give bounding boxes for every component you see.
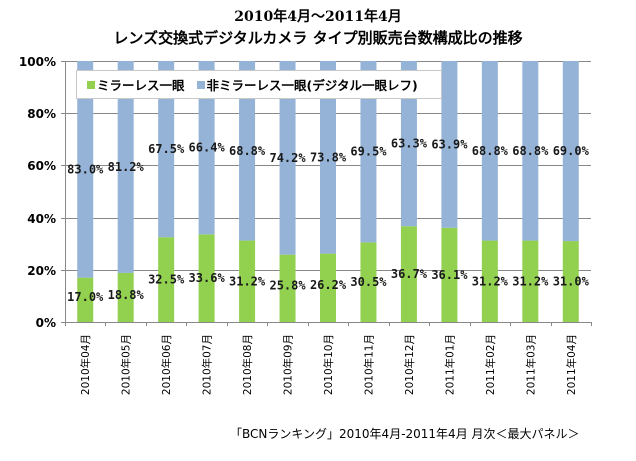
bar-dslr xyxy=(239,61,256,241)
bar-mirrorless xyxy=(158,237,175,322)
data-label-dslr: 63.3% xyxy=(391,137,428,151)
data-label-mirrorless: 33.6% xyxy=(189,271,226,285)
data-label-dslr: 63.9% xyxy=(431,137,468,151)
data-label-mirrorless: 36.7% xyxy=(391,267,428,281)
data-label-dslr: 66.4% xyxy=(189,141,226,155)
y-tick-label: 20% xyxy=(27,264,56,278)
bar-mirrorless xyxy=(320,253,336,322)
x-tick-label: 2010年05月 xyxy=(120,334,133,395)
x-tick-label: 2010年10月 xyxy=(322,334,335,395)
y-tick-label: 40% xyxy=(27,212,56,226)
bar-dslr xyxy=(360,61,377,243)
y-tick-label: 100% xyxy=(19,55,56,69)
bar-mirrorless xyxy=(522,240,539,322)
data-label-dslr: 74.2% xyxy=(269,151,306,165)
bar-dslr xyxy=(562,61,579,242)
bar-dslr xyxy=(522,61,539,241)
x-tick-label: 2011年02月 xyxy=(484,334,497,395)
bar-mirrorless xyxy=(562,241,579,322)
bar-dslr xyxy=(279,61,296,255)
data-label-dslr: 67.5% xyxy=(148,142,185,156)
bar-dslr xyxy=(400,61,417,227)
x-tick-label: 2010年12月 xyxy=(403,334,416,395)
bar-dslr xyxy=(481,61,498,241)
y-tick-label: 0% xyxy=(36,316,56,330)
bar-mirrorless xyxy=(77,277,94,322)
bar-dslr xyxy=(77,61,94,278)
legend-swatch-mirrorless xyxy=(87,80,95,89)
bar-mirrorless xyxy=(117,272,134,322)
data-label-mirrorless: 26.2% xyxy=(310,278,347,292)
chart-legend: ミラーレス一眼 非ミラーレス一眼(デジタル一眼レフ) xyxy=(76,70,442,99)
legend-label-mirrorless: ミラーレス一眼 xyxy=(97,78,185,93)
data-label-mirrorless: 25.8% xyxy=(269,279,306,293)
bar-dslr xyxy=(441,61,458,228)
x-tick-label: 2010年06月 xyxy=(160,334,173,395)
data-label-dslr: 68.8% xyxy=(229,144,266,158)
bar-mirrorless xyxy=(279,254,296,322)
legend-swatch-dslr xyxy=(196,80,205,89)
x-tick-label: 2011年03月 xyxy=(524,334,537,395)
data-label-mirrorless: 30.5% xyxy=(350,275,387,289)
bar-mirrorless xyxy=(198,234,215,322)
bar-dslr xyxy=(117,61,134,273)
data-label-mirrorless: 18.8% xyxy=(108,288,145,302)
legend-item-mirrorless: ミラーレス一眼 xyxy=(87,75,185,94)
x-tick-label: 2011年04月 xyxy=(565,334,578,395)
data-label-mirrorless: 31.2% xyxy=(229,274,266,288)
x-tick-label: 2010年04月 xyxy=(79,334,92,395)
x-tick-label: 2010年09月 xyxy=(282,334,295,395)
legend-item-dslr: 非ミラーレス一眼(デジタル一眼レフ) xyxy=(196,75,418,94)
source-note: 「BCNランキング」2010年4月-2011年4月 月次＜最大パネル＞ xyxy=(230,427,580,441)
data-label-mirrorless: 32.5% xyxy=(148,273,185,287)
data-label-mirrorless: 36.1% xyxy=(431,268,468,282)
data-label-dslr: 68.8% xyxy=(512,144,549,158)
data-label-dslr: 81.2% xyxy=(108,160,145,174)
data-label-mirrorless: 17.0% xyxy=(67,290,104,304)
data-label-dslr: 69.0% xyxy=(553,144,590,158)
bar-mirrorless xyxy=(239,240,256,322)
y-tick-label: 80% xyxy=(27,107,56,121)
y-tick-label: 60% xyxy=(27,159,56,173)
data-label-mirrorless: 31.0% xyxy=(553,275,590,289)
data-label-dslr: 68.8% xyxy=(472,144,509,158)
chart-title: 2010年4月～2011年4月 xyxy=(234,9,402,25)
bar-mirrorless xyxy=(481,240,498,322)
bar-mirrorless xyxy=(400,226,417,322)
data-label-dslr: 83.0% xyxy=(67,162,104,176)
bar-mirrorless xyxy=(441,227,458,322)
bar-dslr xyxy=(320,61,336,254)
data-label-dslr: 73.8% xyxy=(310,150,347,164)
x-tick-label: 2010年11月 xyxy=(362,334,375,395)
bar-dslr xyxy=(198,61,215,235)
data-label-mirrorless: 31.2% xyxy=(472,274,509,288)
x-tick-label: 2010年08月 xyxy=(241,334,254,395)
data-label-mirrorless: 31.2% xyxy=(512,274,549,288)
bar-mirrorless xyxy=(360,242,377,322)
x-tick-label: 2010年07月 xyxy=(201,334,214,395)
x-tick-label: 2011年01月 xyxy=(443,334,456,395)
chart-subtitle: レンズ交換式デジタルカメラ タイプ別販売台数構成比の推移 xyxy=(113,29,523,47)
bar-dslr xyxy=(158,61,175,238)
legend-label-dslr: 非ミラーレス一眼(デジタル一眼レフ) xyxy=(206,78,418,93)
data-label-dslr: 69.5% xyxy=(350,145,387,159)
